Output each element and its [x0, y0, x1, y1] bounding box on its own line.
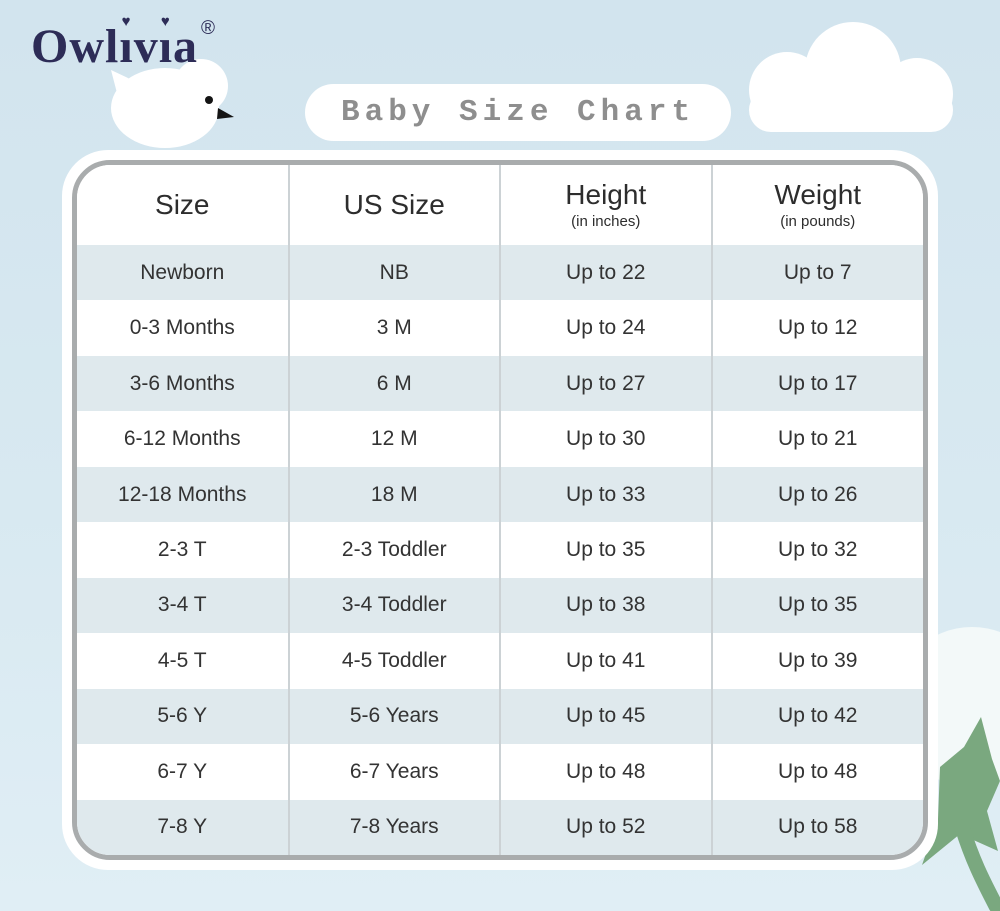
- weight-cell: Up to 12: [710, 300, 923, 356]
- registered-trademark-symbol: ®: [201, 18, 217, 39]
- us-size-cell: 3-4 Toddler: [287, 577, 500, 634]
- table-row: Newborn NB Up to 22 Up to 7: [77, 245, 923, 301]
- weight-cell: Up to 17: [710, 355, 923, 412]
- size-cell: Newborn: [140, 260, 225, 284]
- weight-cell: Up to 58: [710, 799, 923, 855]
- brand-logo: Owl ♥ ıv ♥ ıa ®: [31, 14, 217, 74]
- size-table-header: Size US Size Height (in inches) Weight (…: [77, 165, 923, 245]
- dove-beak: [217, 108, 234, 119]
- us-size-cell: NB: [287, 245, 500, 301]
- us-size-cell: 7-8 Years: [287, 799, 500, 855]
- table-row: 3-6 Months 6 M Up to 27 Up to 17: [77, 355, 923, 412]
- height-cell: Up to 22: [499, 245, 712, 301]
- size-cell: 2-3 T: [157, 537, 207, 561]
- table-row: 0-3 Months 3 M Up to 24 Up to 12: [77, 300, 923, 356]
- chart-title: Baby Size Chart: [341, 95, 696, 130]
- size-cell: 6-7 Y: [157, 759, 208, 783]
- column-header-weight-unit: (in pounds): [780, 212, 856, 230]
- weight-cell: Up to 21: [710, 411, 923, 467]
- height-cell: Up to 48: [499, 744, 712, 800]
- brand-logo-text: Owl ♥ ıv ♥ ıa: [31, 14, 199, 74]
- table-row: 5-6 Y 5-6 Years Up to 45 Up to 42: [77, 688, 923, 745]
- us-size-cell: 18 M: [287, 466, 500, 523]
- height-cell: Up to 27: [499, 355, 712, 412]
- column-header-height: Height (in inches): [499, 165, 712, 245]
- size-table: Size US Size Height (in inches) Weight (…: [77, 165, 923, 855]
- column-header-us-size: US Size: [287, 165, 500, 245]
- size-cell: 6-12 Months: [123, 427, 241, 451]
- us-size-cell: 3 M: [287, 300, 500, 356]
- weight-cell: Up to 39: [710, 633, 923, 689]
- table-row: 3-4 T 3-4 Toddler Up to 38 Up to 35: [77, 577, 923, 634]
- table-row: 6-12 Months 12 M Up to 30 Up to 21: [77, 411, 923, 467]
- column-header-height-unit: (in inches): [571, 212, 641, 230]
- height-cell: Up to 30: [499, 411, 712, 467]
- size-cell: 5-6 Y: [157, 704, 208, 728]
- table-row: 6-7 Y 6-7 Years Up to 48 Up to 48: [77, 744, 923, 800]
- size-cell: 0-3 Months: [129, 316, 235, 340]
- us-size-cell: 6 M: [287, 355, 500, 412]
- size-cell: 12-18 Months: [118, 482, 247, 506]
- height-cell: Up to 24: [499, 300, 712, 356]
- height-cell: Up to 35: [499, 522, 712, 578]
- weight-cell: Up to 48: [710, 744, 923, 800]
- dove-icon: [111, 59, 234, 148]
- height-cell: Up to 45: [499, 688, 712, 745]
- column-header-size: Size: [155, 188, 210, 220]
- column-header-weight: Weight (in pounds): [710, 165, 923, 245]
- size-cell: 4-5 T: [157, 648, 207, 672]
- table-row: 12-18 Months 18 M Up to 33 Up to 26: [77, 466, 923, 523]
- size-chart-card: Size US Size Height (in inches) Weight (…: [62, 150, 938, 870]
- us-size-cell: 6-7 Years: [287, 744, 500, 800]
- table-row: 7-8 Y 7-8 Years Up to 52 Up to 58: [77, 799, 923, 855]
- us-size-cell: 2-3 Toddler: [287, 522, 500, 578]
- size-table-body: Newborn NB Up to 22 Up to 7 0-3 Months 3…: [77, 245, 923, 855]
- weight-cell: Up to 7: [710, 245, 923, 301]
- table-row: 4-5 T 4-5 Toddler Up to 41 Up to 39: [77, 633, 923, 689]
- us-size-cell: 12 M: [287, 411, 500, 467]
- height-cell: Up to 38: [499, 577, 712, 634]
- weight-cell: Up to 32: [710, 522, 923, 578]
- weight-cell: Up to 35: [710, 577, 923, 634]
- chart-title-pill: Baby Size Chart: [305, 84, 732, 141]
- height-cell: Up to 52: [499, 799, 712, 855]
- weight-cell: Up to 42: [710, 688, 923, 745]
- table-row: 2-3 T 2-3 Toddler Up to 35 Up to 32: [77, 522, 923, 578]
- us-size-cell: 5-6 Years: [287, 688, 500, 745]
- height-cell: Up to 33: [499, 466, 712, 523]
- us-size-cell: 4-5 Toddler: [287, 633, 500, 689]
- size-cell: 7-8 Y: [157, 815, 208, 839]
- weight-cell: Up to 26: [710, 466, 923, 523]
- size-chart-frame: Size US Size Height (in inches) Weight (…: [72, 160, 928, 860]
- size-cell: 3-6 Months: [129, 371, 235, 395]
- height-cell: Up to 41: [499, 633, 712, 689]
- dove-eye: [205, 96, 213, 104]
- size-cell: 3-4 T: [157, 593, 207, 617]
- cloud-icon: [749, 22, 953, 132]
